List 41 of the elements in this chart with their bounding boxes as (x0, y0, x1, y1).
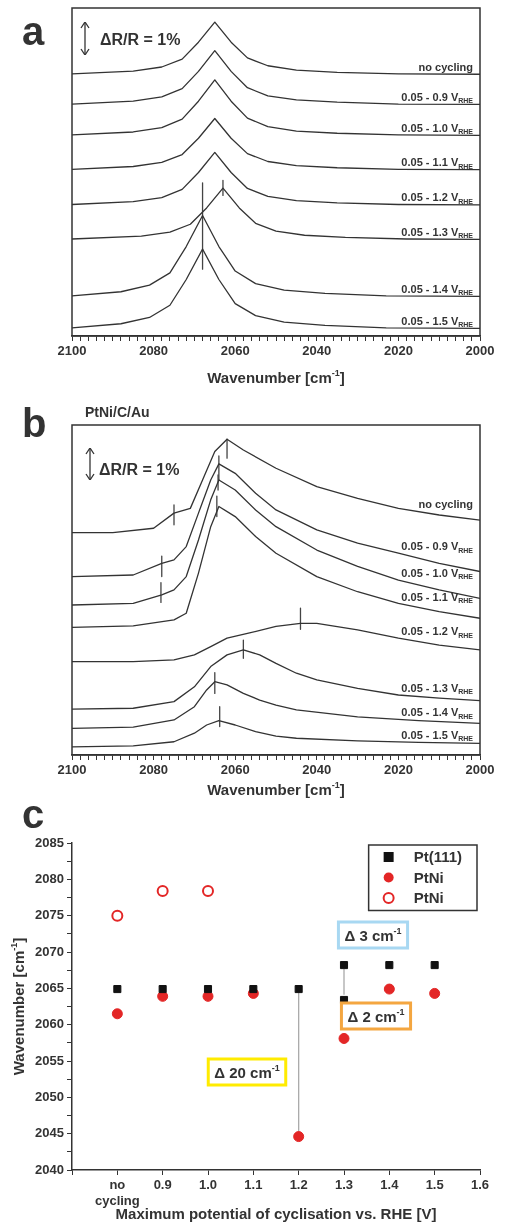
x-tick-label: 2000 (465, 343, 495, 359)
x-tick-label: 1.5 (425, 1177, 444, 1193)
x-tick-label: 1.2 (289, 1177, 308, 1193)
chart-title: a (22, 9, 45, 53)
y-tick-label: 2050 (35, 1088, 64, 1104)
chart-title: c (22, 792, 45, 836)
x-tick-label: 2060 (220, 762, 250, 778)
annotation: ΔR/R = 1% (100, 31, 181, 48)
y-tick-label: 2055 (35, 1052, 64, 1068)
y-tick-label: 2080 (35, 870, 64, 886)
x-tick-label: 0.9 (153, 1177, 172, 1193)
x-tick-label: 2080 (139, 762, 169, 778)
x-tick-label: 2080 (139, 343, 169, 359)
y-tick-label: 2040 (35, 1161, 64, 1177)
y-tick-label: 2060 (35, 1016, 64, 1032)
y-tick-label: 2070 (35, 943, 64, 959)
x-tick-label: 2100 (57, 762, 87, 778)
series-label: no cycling (418, 60, 474, 73)
chart-subtitle: PtNi/C/Au (85, 404, 150, 420)
x-tick-label: 2020 (383, 343, 413, 359)
legend-label: PtNi (413, 889, 444, 906)
legend-label: PtNi (413, 868, 444, 886)
x-tick-label: 2020 (383, 762, 413, 778)
x-tick-label: 2100 (57, 343, 87, 359)
series-label: no cycling (418, 498, 474, 511)
y-tick-label: 2045 (35, 1125, 64, 1141)
legend-label: Pt(111) (413, 848, 463, 865)
y-tick-label: 2065 (35, 979, 64, 995)
x-tick-label: 1.3 (334, 1177, 354, 1193)
x-tick-label: 2040 (302, 762, 332, 778)
x-tick-label: 1.0 (198, 1177, 218, 1193)
x-tick-label: 2060 (220, 343, 250, 359)
x-tick-label: 2040 (302, 343, 332, 359)
y-tick-label: 2085 (35, 834, 64, 850)
x-tick-label: 1.1 (244, 1177, 263, 1193)
annotation: ΔR/R = 1% (99, 461, 180, 478)
y-tick-label: 2075 (35, 907, 64, 923)
chart-title: b (22, 401, 47, 445)
x-tick-label: 2000 (465, 762, 495, 778)
x-tick-label: 1.4 (380, 1177, 400, 1193)
x-tick-label: 1.6 (470, 1177, 490, 1193)
